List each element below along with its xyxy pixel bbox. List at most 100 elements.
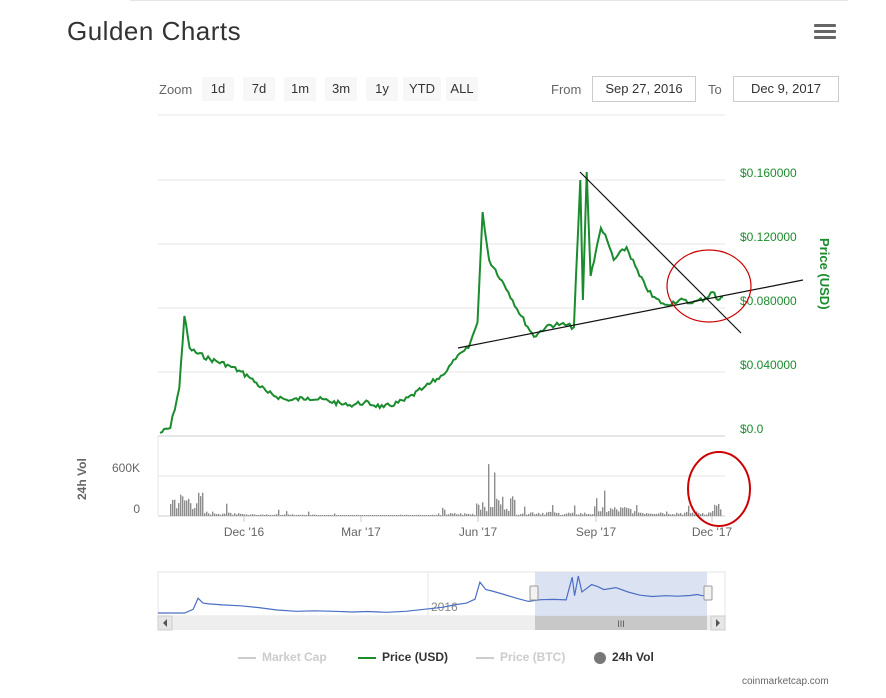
volume-bar bbox=[598, 511, 600, 516]
from-date-input[interactable]: Sep 27, 2016 bbox=[592, 76, 696, 102]
zoom-button-1y[interactable]: 1y bbox=[366, 77, 398, 101]
volume-bar bbox=[288, 514, 290, 516]
volume-bar bbox=[704, 514, 706, 516]
volume-bar bbox=[580, 513, 582, 516]
hamburger-menu-icon[interactable] bbox=[814, 24, 836, 42]
zoom-button-3m[interactable]: 3m bbox=[325, 77, 357, 101]
volume-bar bbox=[712, 511, 714, 516]
volume-bar bbox=[440, 515, 442, 516]
vol-tick-label: 0 bbox=[133, 502, 140, 516]
navigator-line bbox=[158, 575, 708, 614]
page-title: Gulden Charts bbox=[67, 16, 242, 46]
volume-bar bbox=[206, 511, 208, 516]
volume-bar bbox=[566, 513, 568, 516]
volume-bar bbox=[670, 514, 672, 516]
volume-bar bbox=[500, 504, 502, 516]
volume-bar bbox=[576, 514, 578, 516]
volume-bar bbox=[266, 514, 268, 516]
volume-bar bbox=[372, 515, 374, 516]
navigator-handle-left[interactable] bbox=[529, 585, 539, 601]
volume-bar bbox=[622, 507, 624, 516]
volume-bar bbox=[556, 513, 558, 516]
legend-item-price-usd[interactable]: Price (USD) bbox=[358, 650, 448, 666]
volume-bar bbox=[526, 514, 528, 516]
volume-bar bbox=[316, 515, 318, 516]
scrollbar-thumb[interactable] bbox=[535, 616, 707, 630]
volume-bar bbox=[350, 515, 352, 516]
volume-bar bbox=[296, 515, 298, 516]
volume-bar bbox=[210, 514, 212, 516]
volume-bar bbox=[710, 512, 712, 516]
volume-bar bbox=[306, 515, 308, 516]
navigator-handle-right[interactable] bbox=[703, 585, 713, 601]
volume-bar bbox=[678, 513, 680, 516]
volume-bar bbox=[640, 512, 642, 516]
volume-bar bbox=[446, 514, 448, 516]
x-tick-label: Mar '17 bbox=[341, 525, 381, 539]
zoom-button-1d[interactable]: 1d bbox=[202, 77, 234, 101]
volume-bar bbox=[186, 500, 188, 516]
volume-bar bbox=[426, 515, 428, 516]
legend-item-price-btc[interactable]: Price (BTC) bbox=[476, 650, 565, 666]
volume-bar bbox=[348, 515, 350, 516]
volume-bar bbox=[418, 514, 420, 516]
volume-bar bbox=[360, 515, 362, 516]
navigator-selection[interactable] bbox=[535, 572, 707, 616]
volume-bar bbox=[238, 513, 240, 516]
volume-bar bbox=[422, 515, 424, 516]
volume-bar bbox=[246, 514, 248, 516]
zoom-button-7d[interactable]: 7d bbox=[243, 77, 275, 101]
volume-bar bbox=[386, 515, 388, 516]
volume-bar bbox=[404, 515, 406, 516]
volume-bar bbox=[302, 514, 304, 516]
volume-bar bbox=[272, 514, 274, 516]
support-trendline bbox=[457, 279, 804, 349]
y-tick-label: $0.080000 bbox=[740, 294, 797, 308]
volume-bar bbox=[604, 490, 606, 516]
zoom-label: Zoom bbox=[159, 82, 193, 97]
volume-bar bbox=[652, 513, 654, 516]
volume-bar bbox=[376, 515, 378, 516]
volume-bar bbox=[374, 515, 376, 516]
zoom-button-1m[interactable]: 1m bbox=[284, 77, 316, 101]
legend-item-24h-vol[interactable]: 24h Vol bbox=[594, 650, 654, 666]
volume-bar bbox=[402, 515, 404, 516]
from-label: From bbox=[551, 82, 582, 97]
zoom-button-ytd[interactable]: YTD bbox=[403, 77, 441, 101]
x-tick-label: Dec '16 bbox=[224, 525, 265, 539]
volume-bar bbox=[484, 507, 486, 516]
volume-bar bbox=[170, 504, 172, 516]
volume-bar bbox=[324, 515, 326, 516]
volume-bar bbox=[560, 515, 562, 516]
zoom-button-all[interactable]: ALL bbox=[446, 77, 478, 101]
volume-bar bbox=[524, 506, 526, 516]
volume-bar bbox=[668, 513, 670, 516]
volume-bar bbox=[220, 514, 222, 516]
volume-bar bbox=[632, 513, 634, 516]
scrollbar-grip: III bbox=[617, 619, 625, 629]
volume-bar bbox=[240, 513, 242, 516]
volume-bar bbox=[530, 512, 532, 516]
volume-bar bbox=[508, 511, 510, 516]
volume-bar bbox=[660, 512, 662, 516]
volume-bar bbox=[172, 499, 174, 516]
legend-item-market-cap[interactable]: Market Cap bbox=[238, 650, 327, 666]
volume-bar bbox=[506, 508, 508, 516]
credit-link[interactable]: coinmarketcap.com bbox=[742, 676, 829, 687]
volume-bar bbox=[194, 507, 196, 516]
volume-bar bbox=[638, 512, 640, 516]
volume-bar bbox=[218, 514, 220, 516]
price-line bbox=[159, 171, 724, 434]
volume-bar bbox=[182, 496, 184, 516]
volume-bar bbox=[178, 503, 180, 516]
to-date-input[interactable]: Dec 9, 2017 bbox=[733, 76, 839, 102]
volume-bar bbox=[492, 507, 494, 516]
volume-bar bbox=[682, 514, 684, 516]
legend-label: Price (USD) bbox=[382, 650, 449, 664]
volume-bar bbox=[412, 515, 414, 516]
volume-bar bbox=[716, 505, 718, 516]
volume-bar bbox=[294, 515, 296, 516]
volume-bar bbox=[414, 515, 416, 516]
volume-bar bbox=[544, 514, 546, 516]
